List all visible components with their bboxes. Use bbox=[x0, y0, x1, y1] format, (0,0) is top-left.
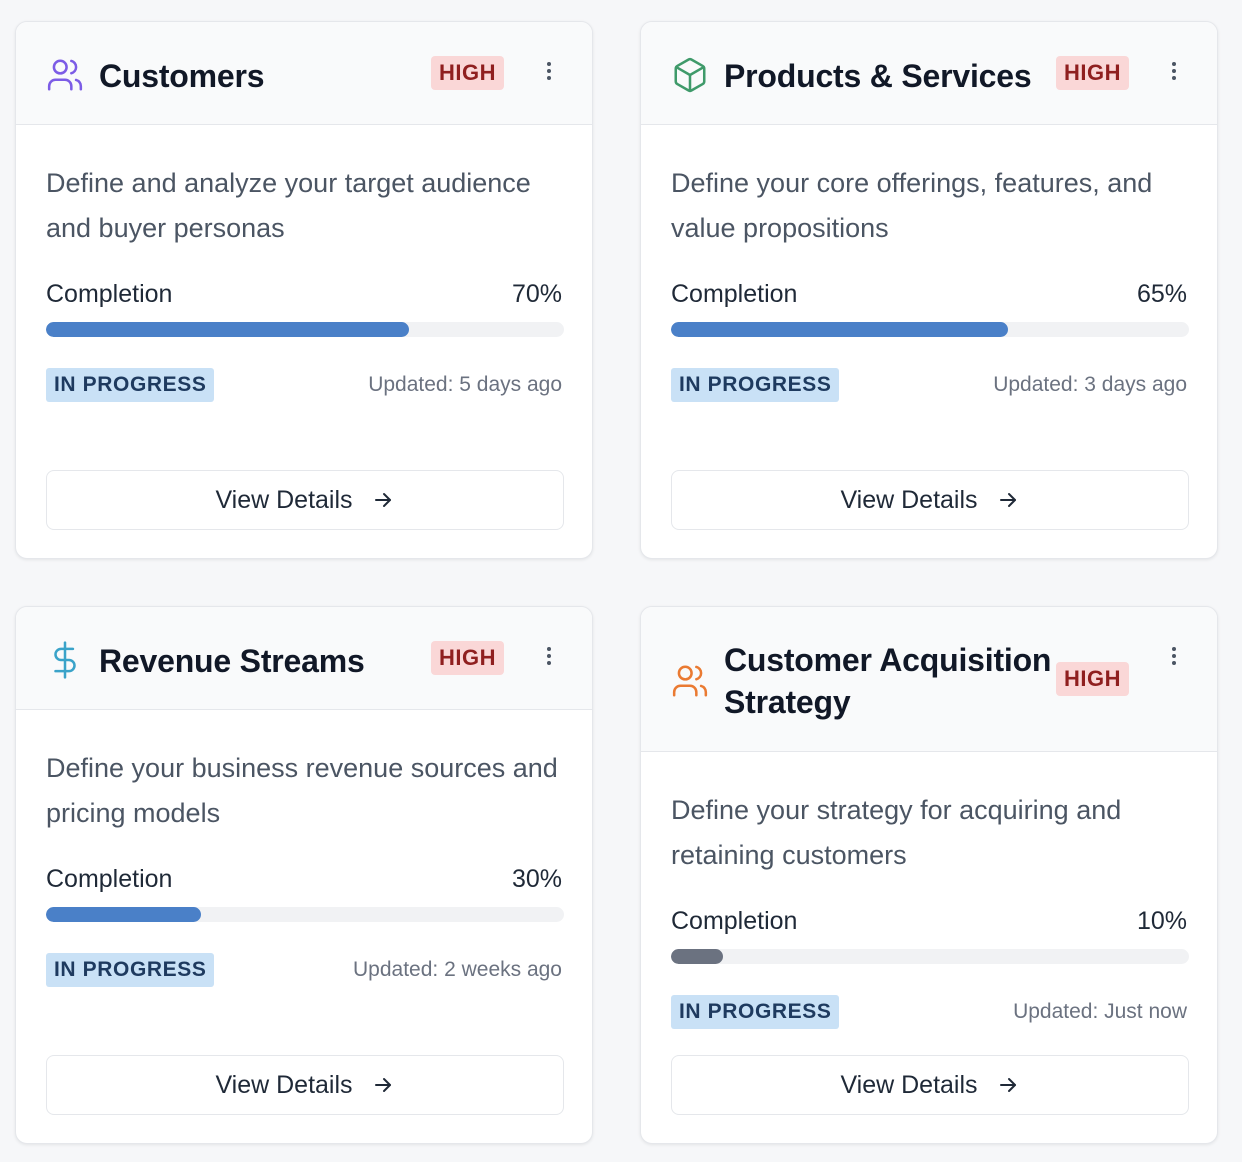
arrow-right-icon bbox=[996, 488, 1020, 512]
more-options-button[interactable] bbox=[1159, 641, 1189, 671]
view-details-label: View Details bbox=[840, 485, 978, 514]
card-products-services: Products & Services HIGH Define your cor… bbox=[640, 21, 1218, 559]
completion-value: 10% bbox=[1136, 907, 1187, 935]
card-customer-acquisition-strategy: Customer Acquisition Strategy HIGH Defin… bbox=[640, 606, 1218, 1144]
progress-bar bbox=[46, 322, 564, 337]
card-header: Revenue Streams HIGH bbox=[16, 607, 592, 710]
card-title: Revenue Streams bbox=[99, 643, 365, 679]
more-vertical-icon bbox=[1172, 647, 1176, 665]
status-badge: IN PROGRESS bbox=[671, 995, 840, 1029]
card-header: Customers HIGH bbox=[16, 22, 592, 125]
updated-text: Updated: Just now bbox=[1013, 1000, 1187, 1023]
card-header: Products & Services HIGH bbox=[641, 22, 1217, 125]
more-options-button[interactable] bbox=[534, 56, 564, 86]
card-title: Products & Services bbox=[724, 58, 1032, 94]
view-details-label: View Details bbox=[215, 485, 353, 514]
card-title: Customer Acquisition Strategy bbox=[724, 642, 1052, 720]
progress-bar bbox=[671, 322, 1189, 337]
view-details-button[interactable]: View Details bbox=[46, 470, 564, 530]
priority-badge: HIGH bbox=[1056, 56, 1129, 90]
priority-badge: HIGH bbox=[431, 641, 504, 675]
more-options-button[interactable] bbox=[1159, 56, 1189, 86]
arrow-right-icon bbox=[371, 488, 395, 512]
updated-text: Updated: 3 days ago bbox=[993, 373, 1187, 396]
card-description: Define and analyze your target audience … bbox=[46, 168, 531, 243]
completion-label: Completion bbox=[46, 280, 173, 308]
progress-fill bbox=[671, 949, 723, 964]
progress-fill bbox=[671, 322, 1008, 337]
priority-badge: HIGH bbox=[431, 56, 504, 90]
card-title: Customers bbox=[99, 58, 265, 94]
arrow-right-icon bbox=[996, 1073, 1020, 1097]
users-icon bbox=[671, 662, 709, 700]
updated-text: Updated: 5 days ago bbox=[368, 373, 562, 396]
completion-value: 30% bbox=[511, 865, 562, 893]
more-vertical-icon bbox=[1172, 62, 1176, 80]
progress-fill bbox=[46, 907, 202, 922]
completion-label: Completion bbox=[671, 280, 798, 308]
box-icon bbox=[671, 56, 709, 94]
progress-fill bbox=[46, 322, 409, 337]
status-badge: IN PROGRESS bbox=[46, 953, 215, 987]
completion-value: 65% bbox=[1136, 280, 1187, 308]
updated-text: Updated: 2 weeks ago bbox=[353, 958, 562, 981]
completion-value: 70% bbox=[511, 280, 562, 308]
card-header: Customer Acquisition Strategy HIGH bbox=[641, 607, 1217, 752]
progress-bar bbox=[671, 949, 1189, 964]
status-badge: IN PROGRESS bbox=[46, 368, 215, 402]
completion-label: Completion bbox=[671, 907, 798, 935]
view-details-button[interactable]: View Details bbox=[671, 1055, 1189, 1115]
view-details-label: View Details bbox=[840, 1070, 978, 1099]
priority-badge: HIGH bbox=[1056, 662, 1129, 696]
view-details-button[interactable]: View Details bbox=[46, 1055, 564, 1115]
card-description: Define your core offerings, features, an… bbox=[671, 168, 1153, 243]
card-revenue-streams: Revenue Streams HIGH Define your busines… bbox=[15, 606, 593, 1144]
view-details-button[interactable]: View Details bbox=[671, 470, 1189, 530]
card-customers: Customers HIGH Define and analyze your t… bbox=[15, 21, 593, 559]
arrow-right-icon bbox=[371, 1073, 395, 1097]
dollar-icon bbox=[46, 641, 84, 679]
status-badge: IN PROGRESS bbox=[671, 368, 840, 402]
more-vertical-icon bbox=[547, 62, 551, 80]
more-vertical-icon bbox=[547, 647, 551, 665]
card-description: Define your strategy for acquiring and r… bbox=[671, 795, 1122, 870]
more-options-button[interactable] bbox=[534, 641, 564, 671]
card-description: Define your business revenue sources and… bbox=[46, 753, 558, 828]
completion-label: Completion bbox=[46, 865, 173, 893]
users-icon bbox=[46, 56, 84, 94]
view-details-label: View Details bbox=[215, 1070, 353, 1099]
progress-bar bbox=[46, 907, 564, 922]
